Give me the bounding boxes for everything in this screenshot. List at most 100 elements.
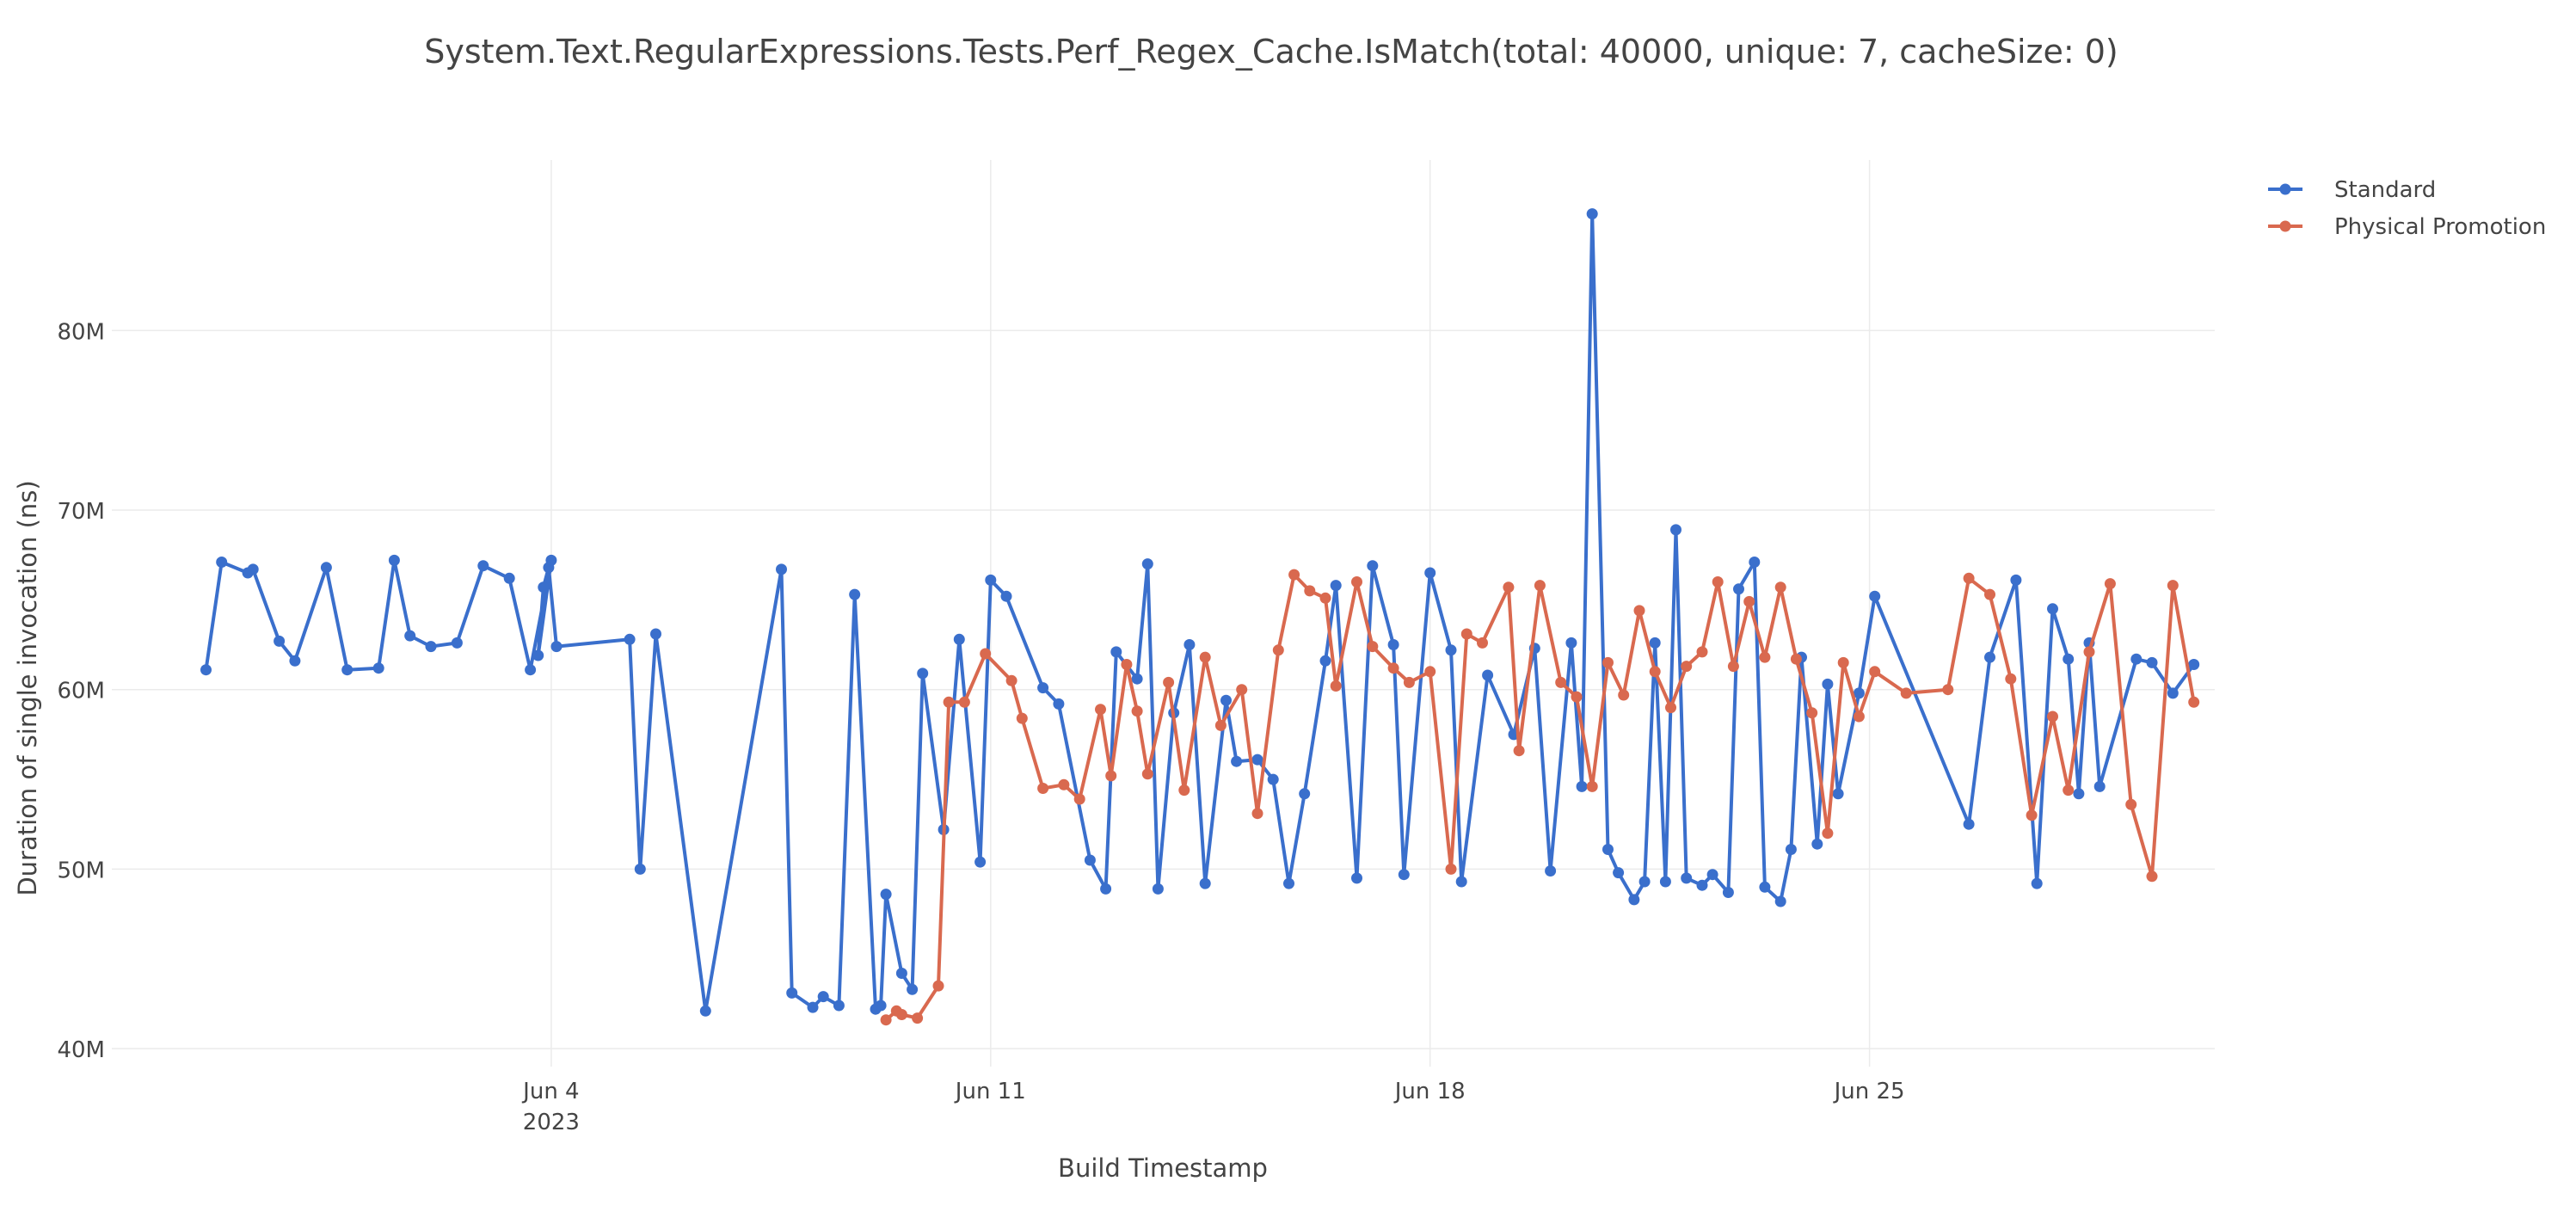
data-point[interactable]	[1727, 661, 1739, 673]
data-point[interactable]	[2083, 646, 2095, 658]
data-point[interactable]	[2130, 653, 2143, 665]
data-point[interactable]	[943, 696, 955, 708]
data-point[interactable]	[1869, 666, 1881, 678]
data-point[interactable]	[1330, 580, 1342, 592]
data-point[interactable]	[1199, 877, 1211, 889]
data-point[interactable]	[1367, 641, 1379, 653]
data-point[interactable]	[1288, 569, 1300, 581]
data-point[interactable]	[1351, 576, 1362, 587]
data-point[interactable]	[1141, 768, 1153, 780]
data-point[interactable]	[2047, 603, 2058, 615]
data-point[interactable]	[1774, 581, 1786, 594]
data-point[interactable]	[2063, 784, 2075, 797]
data-point[interactable]	[247, 563, 259, 575]
data-point[interactable]	[1304, 585, 1316, 597]
data-point[interactable]	[2188, 659, 2200, 670]
data-point[interactable]	[2026, 809, 2038, 821]
data-point[interactable]	[1633, 605, 1645, 617]
data-point[interactable]	[1759, 881, 1771, 893]
data-point[interactable]	[1638, 876, 1651, 888]
data-point[interactable]	[1586, 780, 1598, 792]
data-point[interactable]	[1037, 682, 1049, 694]
data-point[interactable]	[1367, 560, 1379, 572]
data-point[interactable]	[1231, 755, 1243, 767]
data-point[interactable]	[425, 641, 437, 653]
data-point[interactable]	[953, 633, 965, 645]
data-point[interactable]	[1545, 865, 1557, 877]
data-point[interactable]	[1131, 673, 1143, 685]
data-point[interactable]	[216, 557, 228, 568]
data-point[interactable]	[2073, 788, 2085, 800]
data-point[interactable]	[550, 641, 563, 653]
data-point[interactable]	[1942, 684, 1954, 696]
data-point[interactable]	[807, 1001, 819, 1013]
data-point[interactable]	[1586, 208, 1598, 220]
data-point[interactable]	[1398, 869, 1410, 881]
data-point[interactable]	[1696, 646, 1708, 658]
data-point[interactable]	[2104, 578, 2116, 590]
data-point[interactable]	[1806, 707, 1818, 719]
data-point[interactable]	[776, 563, 787, 575]
data-point[interactable]	[650, 628, 661, 640]
data-point[interactable]	[2146, 656, 2158, 668]
data-point[interactable]	[200, 664, 212, 676]
data-point[interactable]	[1100, 883, 1112, 895]
data-point[interactable]	[1330, 680, 1342, 692]
data-point[interactable]	[1445, 863, 1457, 875]
data-point[interactable]	[2167, 687, 2179, 699]
data-point[interactable]	[1706, 869, 1718, 881]
data-point[interactable]	[1618, 689, 1630, 701]
data-point[interactable]	[1602, 656, 1614, 668]
data-point[interactable]	[980, 648, 992, 660]
data-point[interactable]	[1790, 653, 1802, 665]
data-point[interactable]	[895, 968, 907, 979]
data-point[interactable]	[1837, 656, 1849, 668]
data-point[interactable]	[1774, 895, 1786, 907]
data-point[interactable]	[1555, 676, 1567, 688]
data-point[interactable]	[917, 667, 929, 680]
data-point[interactable]	[538, 581, 550, 594]
data-point[interactable]	[1712, 576, 1724, 587]
data-point[interactable]	[388, 554, 400, 566]
data-point[interactable]	[1832, 788, 1844, 800]
legend-item[interactable]: Physical Promotion	[2268, 214, 2546, 240]
data-point[interactable]	[958, 696, 970, 708]
data-point[interactable]	[1163, 676, 1175, 688]
data-point[interactable]	[1105, 770, 1117, 782]
data-point[interactable]	[525, 664, 537, 676]
data-point[interactable]	[932, 980, 944, 992]
data-point[interactable]	[1016, 712, 1028, 724]
data-point[interactable]	[1251, 808, 1263, 820]
data-point[interactable]	[1460, 628, 1472, 640]
data-point[interactable]	[1053, 698, 1065, 710]
data-point[interactable]	[2125, 798, 2137, 810]
data-point[interactable]	[451, 637, 463, 649]
data-point[interactable]	[880, 1014, 892, 1026]
data-point[interactable]	[1199, 651, 1211, 663]
data-point[interactable]	[1121, 659, 1133, 670]
data-point[interactable]	[1178, 784, 1190, 797]
data-point[interactable]	[1095, 704, 1106, 716]
data-point[interactable]	[1749, 557, 1761, 568]
data-point[interactable]	[849, 588, 861, 600]
data-point[interactable]	[1319, 592, 1331, 604]
data-point[interactable]	[1963, 572, 1975, 584]
data-point[interactable]	[1853, 687, 1865, 699]
data-point[interactable]	[1869, 590, 1881, 602]
data-point[interactable]	[833, 1000, 845, 1012]
data-point[interactable]	[1613, 867, 1625, 879]
data-point[interactable]	[372, 662, 384, 674]
data-point[interactable]	[1299, 788, 1311, 800]
data-point[interactable]	[875, 1000, 887, 1012]
data-point[interactable]	[2167, 580, 2179, 592]
data-point[interactable]	[2188, 696, 2200, 708]
data-point[interactable]	[1853, 710, 1865, 723]
data-point[interactable]	[1477, 637, 1488, 649]
data-point[interactable]	[1424, 666, 1436, 678]
data-point[interactable]	[974, 856, 987, 868]
data-point[interactable]	[817, 991, 829, 1003]
data-point[interactable]	[634, 863, 646, 875]
data-point[interactable]	[1785, 844, 1797, 855]
data-point[interactable]	[543, 562, 555, 574]
data-point[interactable]	[289, 655, 301, 667]
